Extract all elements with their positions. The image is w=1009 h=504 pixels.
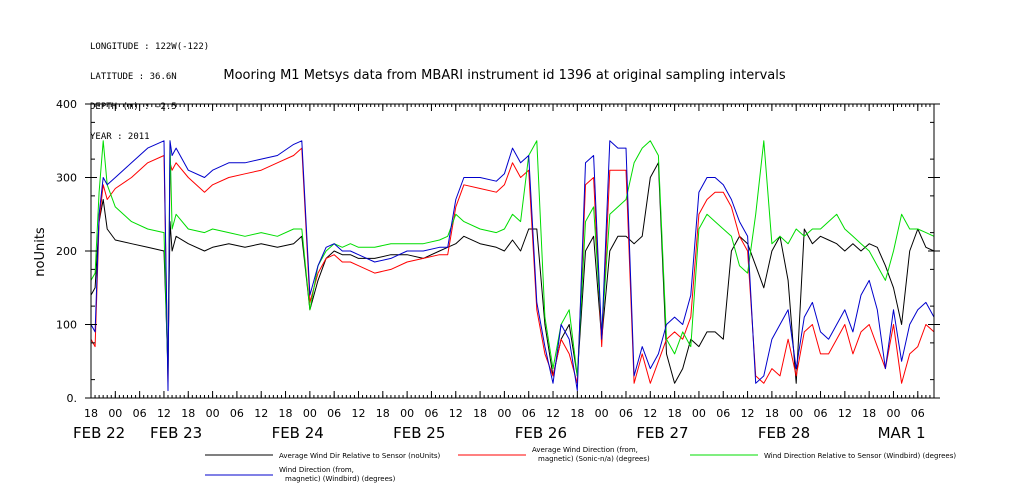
- x-tick-label: 00: [886, 407, 900, 420]
- x-tick-label: 18: [862, 407, 876, 420]
- series-line-average-wind-direction-from-magnetic-sonic-n-a-degrees: [90, 147, 935, 384]
- year-text: YEAR : 2011: [90, 132, 150, 142]
- x-tick-label: 00: [400, 407, 414, 420]
- y-tick-label: 200: [56, 245, 77, 258]
- y-axis-label: noUnits: [33, 227, 48, 277]
- x-tick-label: 12: [546, 407, 560, 420]
- x-tick-label: 00: [497, 407, 511, 420]
- y-tick-label: 0.: [67, 392, 78, 405]
- x-tick-label: 06: [814, 407, 828, 420]
- x-tick-label: 06: [619, 407, 633, 420]
- x-tick-label: 18: [570, 407, 584, 420]
- x-tick-label: 12: [838, 407, 852, 420]
- x-tick-label: 06: [911, 407, 925, 420]
- x-tick-label: 00: [206, 407, 220, 420]
- legend-label: Average Wind Dir Relative to Sensor (noU…: [279, 452, 440, 460]
- x-tick-label: 00: [108, 407, 122, 420]
- x-tick-label: 12: [351, 407, 365, 420]
- x-day-label: FEB 26: [515, 424, 567, 442]
- x-day-label: FEB 25: [393, 424, 445, 442]
- x-tick-label: 06: [230, 407, 244, 420]
- x-day-label: FEB 23: [150, 424, 202, 442]
- y-tick-label: 100: [56, 319, 77, 332]
- x-tick-label: 12: [643, 407, 657, 420]
- x-day-label: FEB 27: [636, 424, 688, 442]
- x-tick-label: 06: [522, 407, 536, 420]
- x-tick-label: 06: [133, 407, 147, 420]
- axes-layer: 0. 100 200 300 400 18 00 06 12 18 00 06 12 18 00 06 12 18…: [56, 98, 940, 442]
- longitude-text: LONGITUDE : 122W(-122): [90, 42, 210, 52]
- legend-label: magnetic) (Sonic-n/a) (degrees): [538, 455, 650, 463]
- x-tick-label: 12: [741, 407, 755, 420]
- y-tick-label: 400: [56, 98, 77, 111]
- x-day-label: FEB 24: [272, 424, 324, 442]
- x-tick-label: 00: [595, 407, 609, 420]
- x-tick-label: 06: [424, 407, 438, 420]
- x-day-label: FEB 28: [758, 424, 810, 442]
- series-layer: [90, 140, 935, 392]
- legend-label: Average Wind Direction (from,: [532, 446, 638, 454]
- x-day-label: FEB 22: [73, 424, 125, 442]
- x-tick-label: 00: [303, 407, 317, 420]
- x-tick-label: 18: [668, 407, 682, 420]
- chart-title: Mooring M1 Metsys data from MBARI instru…: [223, 68, 786, 83]
- x-tick-label: 12: [157, 407, 171, 420]
- legend-label: Wind Direction (from,: [279, 466, 354, 474]
- x-tick-label: 12: [254, 407, 268, 420]
- x-tick-label: 00: [789, 407, 803, 420]
- series-line-wind-direction-relative-to-sensor-windbird-degrees: [90, 140, 935, 377]
- x-day-label: MAR 1: [878, 424, 926, 442]
- series-line-average-wind-dir-relative-to-sensor-nounits: [90, 162, 935, 384]
- x-tick-label: 18: [84, 407, 98, 420]
- series-line-wind-direction-from-magnetic-windbird-degrees: [90, 140, 935, 392]
- x-tick-label: 18: [376, 407, 390, 420]
- x-tick-label: 18: [765, 407, 779, 420]
- y-tick-label: 300: [56, 172, 77, 185]
- latitude-text: LATITUDE : 36.6N: [90, 72, 177, 82]
- x-tick-label: 18: [279, 407, 293, 420]
- x-tick-label: 12: [449, 407, 463, 420]
- x-tick-label: 06: [716, 407, 730, 420]
- legend: Average Wind Dir Relative to Sensor (noU…: [205, 446, 956, 483]
- legend-label: magnetic) (Windbird) (degrees): [285, 475, 396, 483]
- x-tick-label: 00: [692, 407, 706, 420]
- x-tick-label: 18: [181, 407, 195, 420]
- legend-label: Wind Direction Relative to Sensor (Windb…: [764, 452, 956, 460]
- x-tick-label: 06: [327, 407, 341, 420]
- x-tick-label: 18: [473, 407, 487, 420]
